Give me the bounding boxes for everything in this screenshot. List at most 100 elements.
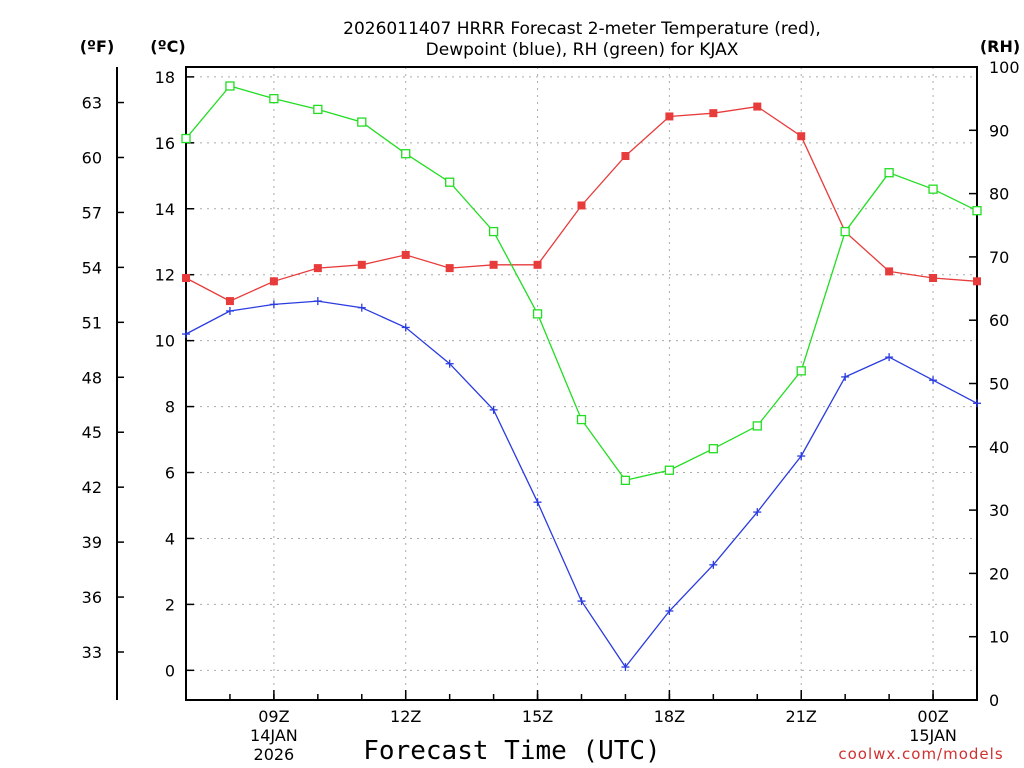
dewpoint-point — [621, 663, 630, 672]
temperature-point — [182, 274, 190, 282]
rh-point — [181, 133, 191, 144]
x-tick-label: 18Z — [654, 707, 685, 726]
celsius-tick-label: 10 — [155, 332, 175, 351]
chart-title-line-2: Dewpoint (blue), RH (green) for KJAX — [426, 40, 739, 60]
celsius-tick-label: 18 — [155, 68, 175, 87]
temperature-point — [929, 274, 938, 282]
rh-point — [488, 226, 499, 237]
temperature-point — [313, 264, 322, 273]
dewpoint-point — [225, 306, 234, 315]
dewpoint-point — [929, 376, 938, 385]
dewpoint-point — [753, 508, 762, 517]
rh-point — [532, 309, 543, 319]
series-dewpoint — [182, 297, 981, 672]
dewpoint-point — [973, 399, 981, 408]
rh-point — [840, 226, 850, 237]
celsius-tick-label: 12 — [155, 266, 175, 285]
temperature-point — [489, 260, 498, 269]
rh-unit-label: (RH) — [980, 37, 1020, 56]
temperature-point — [797, 132, 806, 141]
x-axis-title: Forecast Time (UTC) — [363, 736, 660, 766]
rh-point — [972, 206, 982, 216]
rh-point — [708, 444, 718, 454]
fahrenheit-tick-label: 45 — [82, 423, 102, 442]
dewpoint-point — [841, 372, 850, 381]
rh-point — [796, 366, 806, 376]
axes: 0 2 4 6 8 10 12 14 16 18 33 36 39 42 45 48 51 54 57 60 63 0 10… — [82, 58, 1020, 764]
dewpoint-point — [357, 303, 366, 312]
temperature-point — [401, 250, 410, 259]
rh-point — [664, 465, 675, 475]
rh-tick-label: 10 — [989, 628, 1009, 647]
temperature-point — [665, 112, 674, 121]
chart-text: 2026011407 HRRR Forecast 2-meter Tempera… — [80, 19, 1020, 766]
x-tick-label: 21Z — [786, 707, 817, 726]
fahrenheit-tick-label: 54 — [82, 258, 102, 277]
series-rh — [181, 81, 982, 485]
data-series — [181, 81, 982, 672]
series-line-dewpoint — [185, 300, 978, 669]
temperature-point — [357, 260, 366, 269]
fahrenheit-tick-label: 63 — [82, 94, 102, 113]
rh-point — [884, 168, 894, 178]
celsius-tick-label: 4 — [165, 529, 175, 548]
temperature-point — [753, 102, 762, 111]
dewpoint-point — [533, 498, 542, 507]
temperature-point — [269, 277, 278, 286]
rh-tick-label: 20 — [989, 564, 1009, 583]
dewpoint-point — [182, 330, 190, 339]
rh-point — [313, 104, 323, 115]
x-tick-label: 09Z — [258, 707, 289, 726]
celsius-tick-label: 14 — [155, 200, 175, 219]
temperature-point — [885, 267, 894, 276]
series-temperature — [182, 102, 981, 306]
rh-tick-label: 60 — [989, 311, 1009, 330]
x-tick-date-label: 15JAN — [909, 726, 957, 745]
x-tick-label: 15Z — [522, 707, 553, 726]
temperature-point — [225, 297, 234, 306]
dewpoint-point — [269, 300, 278, 309]
dewpoint-point — [489, 405, 498, 414]
x-tick-year-label: 2026 — [254, 745, 295, 764]
dewpoint-point — [313, 297, 322, 306]
celsius-unit-label: (ºC) — [150, 37, 185, 56]
dewpoint-point — [709, 560, 718, 569]
celsius-tick-label: 6 — [165, 464, 175, 483]
temperature-point — [973, 277, 981, 286]
dewpoint-point — [797, 452, 806, 461]
rh-tick-label: 0 — [989, 691, 999, 710]
fahrenheit-tick-label: 33 — [82, 643, 102, 662]
fahrenheit-tick-label: 39 — [82, 533, 102, 552]
celsius-tick-label: 2 — [165, 595, 175, 614]
temperature-point — [709, 109, 718, 118]
rh-tick-label: 40 — [989, 438, 1009, 457]
fahrenheit-tick-label: 48 — [82, 368, 102, 387]
rh-point — [576, 414, 587, 425]
rh-point — [752, 421, 762, 431]
rh-point — [928, 184, 938, 194]
dewpoint-point — [401, 323, 410, 332]
temperature-point — [445, 264, 454, 273]
temperature-point — [533, 260, 542, 269]
fahrenheit-tick-label: 57 — [82, 203, 102, 222]
rh-point — [445, 177, 455, 187]
x-tick-label: 00Z — [917, 707, 948, 726]
chart-title-line-1: 2026011407 HRRR Forecast 2-meter Tempera… — [343, 19, 821, 39]
x-tick-date-label: 14JAN — [250, 726, 298, 745]
dewpoint-point — [577, 597, 586, 606]
celsius-tick-label: 0 — [165, 661, 175, 680]
fahrenheit-tick-label: 42 — [82, 478, 102, 497]
temperature-point — [577, 201, 586, 210]
rh-tick-label: 70 — [989, 248, 1009, 267]
x-tick-label: 12Z — [390, 707, 421, 726]
fahrenheit-unit-label: (ºF) — [80, 37, 115, 56]
dewpoint-point — [885, 353, 894, 362]
fahrenheit-tick-label: 60 — [82, 148, 102, 167]
rh-tick-label: 50 — [989, 375, 1009, 394]
dewpoint-point — [665, 606, 674, 615]
rh-point — [620, 475, 631, 485]
celsius-tick-label: 8 — [165, 398, 175, 417]
dewpoint-point — [445, 359, 454, 368]
credit-label: coolwx.com/models — [838, 745, 1003, 763]
